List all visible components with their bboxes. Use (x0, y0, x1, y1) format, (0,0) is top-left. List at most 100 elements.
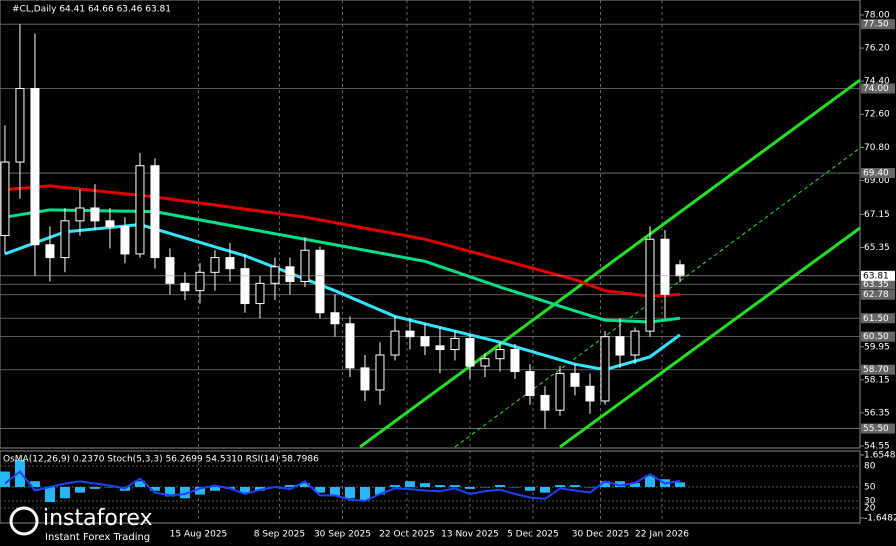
candle-body (645, 238, 655, 332)
osma-bar (344, 487, 355, 499)
candle-body (120, 225, 130, 255)
candle-body (90, 207, 100, 222)
osma-bar (44, 487, 55, 503)
candle-body (390, 330, 400, 356)
candle-body (75, 207, 85, 222)
osma-bar (0, 471, 10, 487)
level-label: 60.50 (863, 332, 889, 342)
osma-bar (419, 483, 430, 487)
level-label: 55.50 (863, 424, 889, 434)
candle-body (435, 345, 445, 351)
candle-body (315, 249, 325, 314)
level-label-box (861, 423, 895, 434)
osma-bar (479, 487, 490, 488)
candle-body (375, 354, 385, 391)
osma-bar (449, 485, 460, 487)
candle-body (570, 372, 580, 387)
level-label: 63.35 (863, 280, 889, 290)
osma-bar (164, 487, 175, 497)
rsi-line (4, 470, 681, 503)
osma-bar (524, 487, 535, 491)
osma-bar (509, 487, 520, 488)
level-label: 61.50 (863, 314, 889, 324)
y-tick-label: 76.20 (864, 44, 890, 54)
candle-body (150, 165, 160, 259)
osma-bar (149, 487, 160, 491)
candle-body (600, 336, 610, 402)
candle-body (270, 266, 280, 284)
indicator-title: OsMA(12,26,9) 0.2370 Stoch(5,3,3) 56.269… (3, 455, 319, 465)
candle-body (585, 385, 595, 402)
osma-bar (209, 487, 220, 491)
osma-bar (179, 487, 190, 499)
main-frame (0, 0, 861, 449)
candle-body (480, 358, 490, 367)
osma-bar (59, 487, 70, 499)
x-tick-label: 15 Aug 2025 (170, 530, 228, 540)
candle-body (345, 323, 355, 369)
moving-average (4, 184, 681, 298)
y-tick-label: 69.00 (864, 176, 890, 186)
y-tick-label: 59.95 (864, 342, 890, 352)
y-tick-label: 70.80 (864, 143, 890, 153)
trendline (359, 78, 861, 449)
osma-bar (89, 487, 100, 489)
osma-bar (629, 483, 640, 487)
osma-bar (239, 487, 250, 493)
level-label-box (861, 331, 895, 342)
level-label-box (861, 289, 895, 300)
osma-bar (299, 483, 310, 487)
level-label: 58.70 (863, 365, 889, 375)
last-price-box (861, 270, 895, 281)
logo-icon (9, 506, 39, 536)
osma-bar (284, 485, 295, 487)
y-tick-label: 54.55 (864, 442, 890, 452)
y-tick-label: 67.15 (864, 210, 890, 220)
level-label-box (861, 19, 895, 30)
trendline (559, 226, 861, 449)
osma-bar (329, 487, 340, 497)
candle-body (285, 266, 295, 283)
candle-body (30, 88, 40, 246)
indicator-frame (0, 450, 861, 524)
x-tick-label: 5 Dec 2025 (507, 530, 559, 540)
osma-bar (569, 485, 580, 487)
candle-body (450, 337, 460, 351)
candle-body (405, 330, 415, 338)
osma-bar (74, 487, 85, 493)
level-label: 62.78 (863, 290, 889, 300)
candle-body (540, 394, 550, 411)
x-tick-label: 22 Jan 2026 (635, 530, 689, 540)
level-label-box (861, 313, 895, 324)
x-tick-label: 30 Sep 2025 (314, 530, 371, 540)
logo-name: instaforex (43, 506, 153, 531)
osma-bar (194, 487, 205, 495)
osma-bar (494, 485, 505, 487)
level-label: 74.00 (863, 84, 889, 94)
candle-body (420, 336, 430, 347)
candle-body (15, 88, 25, 163)
osma-bar (614, 481, 625, 487)
candle-body (300, 249, 310, 283)
rsi-tick-label: 20 (864, 504, 876, 514)
y-tick-label: 65.35 (864, 243, 890, 253)
candle-body (675, 264, 685, 277)
moving-average (4, 208, 681, 324)
osma-bar (389, 485, 400, 487)
candle-body (615, 336, 625, 356)
candle-body (45, 244, 55, 259)
candle-body (240, 268, 250, 305)
chart-title: #CL,Daily 64.41 64.66 63.46 63.81 (12, 5, 171, 15)
rsi-tick-label: 80 (864, 462, 876, 472)
logo-tagline: Instant Forex Trading (45, 532, 150, 543)
candle-body (0, 161, 10, 237)
y-tick-label: 78.00 (864, 11, 890, 21)
candle-body (210, 257, 220, 273)
candle-body (165, 257, 175, 284)
osma-bar (314, 487, 325, 493)
y-tick-label: 56.35 (864, 408, 890, 418)
level-label-box (861, 364, 895, 375)
level-label-box (861, 168, 895, 179)
osma-bar (554, 485, 565, 487)
logo: instaforex Instant Forex Trading (9, 506, 153, 543)
